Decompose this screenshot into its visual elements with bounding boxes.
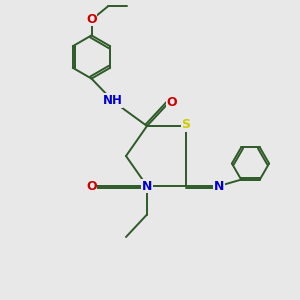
Text: N: N — [142, 179, 152, 193]
Text: O: O — [166, 95, 177, 109]
Text: NH: NH — [103, 94, 122, 107]
Text: O: O — [86, 179, 97, 193]
Text: S: S — [182, 118, 190, 131]
Text: N: N — [214, 179, 224, 193]
Text: O: O — [86, 13, 97, 26]
